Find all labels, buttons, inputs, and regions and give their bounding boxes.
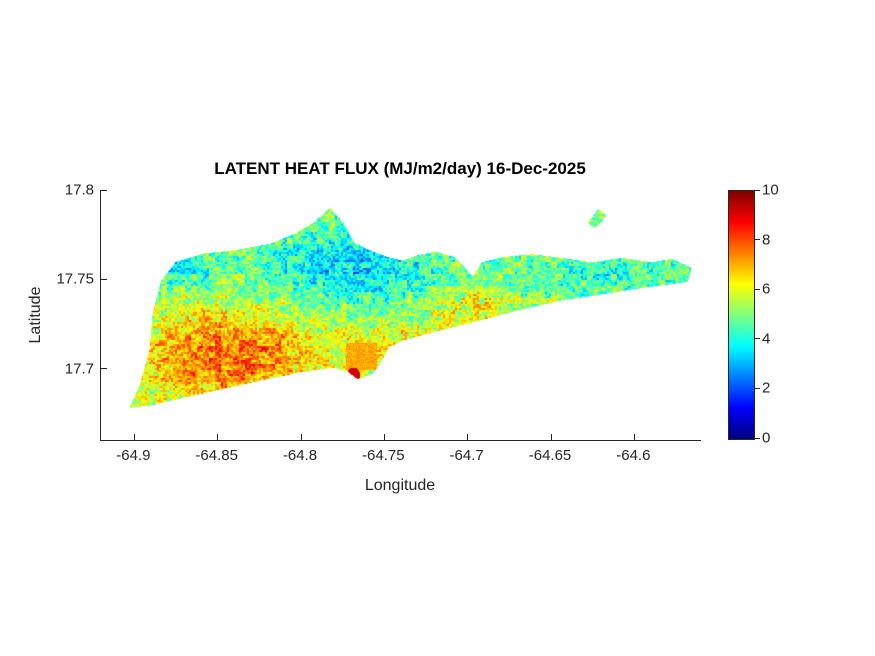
colorbar-tick-label: 4 — [762, 330, 771, 348]
colorbar-tick-mark — [755, 189, 760, 191]
y-tick-label: 17.8 — [64, 181, 94, 199]
x-tick-label: -64.85 — [195, 447, 238, 464]
colorbar-tick-label: 6 — [762, 280, 771, 298]
colorbar-tick-label: 0 — [762, 429, 771, 447]
colorbar-tick-mark — [755, 239, 760, 241]
colorbar-tick-mark — [755, 338, 760, 340]
y-tick-label: 17.7 — [64, 360, 94, 378]
x-axis-label: Longitude — [364, 477, 436, 494]
x-tick-label: -64.75 — [362, 447, 405, 464]
x-tick-mark — [383, 434, 385, 440]
heatmap-canvas — [101, 190, 701, 440]
x-tick-mark — [133, 434, 135, 440]
y-tick-mark — [101, 278, 107, 280]
x-tick-label: -64.6 — [616, 447, 651, 464]
y-tick-mark — [101, 189, 107, 191]
x-tick-mark — [467, 434, 469, 440]
y-axis-label: Latitude — [27, 286, 44, 344]
colorbar-tick-mark — [755, 288, 760, 290]
y-tick-mark — [101, 368, 107, 370]
chart-title: LATENT HEAT FLUX (MJ/m2/day) 16-Dec-2025 — [214, 159, 586, 178]
x-tick-mark — [633, 434, 635, 440]
x-tick-label: -64.65 — [528, 447, 572, 464]
x-tick-label: -64.9 — [116, 447, 151, 464]
colorbar-gradient — [729, 191, 754, 439]
colorbar-tick-label: 10 — [762, 181, 779, 199]
x-tick-label: -64.8 — [282, 447, 318, 464]
colorbar-tick-label: 2 — [762, 379, 771, 397]
y-tick-label: 17.75 — [56, 270, 94, 288]
x-tick-mark — [550, 434, 552, 440]
x-tick-label: -64.7 — [449, 447, 484, 464]
x-tick-mark — [300, 434, 302, 440]
colorbar — [728, 190, 755, 440]
plot-area — [100, 189, 701, 441]
colorbar-tick-mark — [755, 437, 760, 439]
colorbar-tick-mark — [755, 387, 760, 389]
x-tick-mark — [217, 434, 219, 440]
colorbar-tick-label: 8 — [762, 231, 771, 249]
